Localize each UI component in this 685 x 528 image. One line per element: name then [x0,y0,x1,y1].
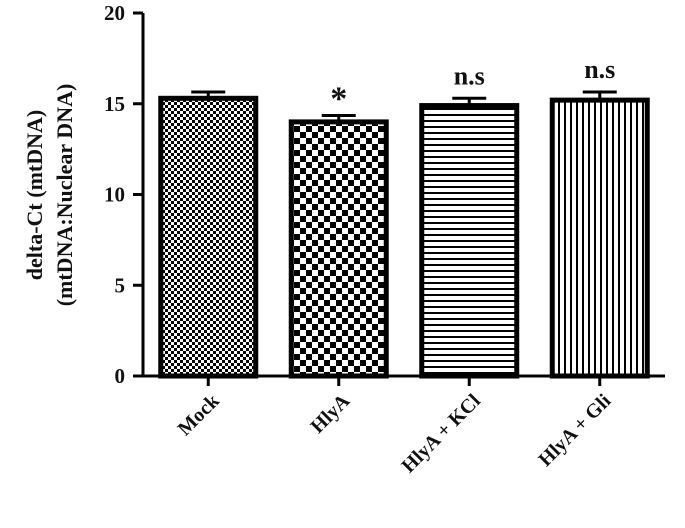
y-axis-title-line1: delta-Ct (mtDNA) [22,110,47,280]
bar-hlya-kcl [419,103,520,379]
y-axis-title-line2: (mtDNA:Nuclear DNA) [52,84,77,307]
x-tick-label: HlyA [307,390,355,438]
y-axis-title: delta-Ct (mtDNA) (mtDNA:Nuclear DNA) [22,84,77,307]
y-tick-label: 15 [104,92,125,116]
y-ticks-group: 0 5 10 15 20 [104,1,143,388]
bars-group [158,95,650,379]
x-tick-label: HlyA + KCl [398,390,486,478]
y-tick-label: 0 [115,364,126,388]
bar-hlya-gli [549,97,650,379]
y-tick-label: 20 [104,1,125,25]
error-bars-group [191,90,617,122]
significance-star: * [330,81,347,118]
y-tick-label: 5 [115,273,126,297]
annotations-group: * n.s n.s [330,55,615,118]
bar-mock [158,95,259,379]
y-tick-label: 10 [104,183,125,207]
significance-ns: n.s [584,55,615,84]
significance-ns: n.s [454,61,485,90]
x-tick-label: Mock [174,389,225,440]
bar-hlya [288,119,389,379]
x-tick-label: HlyA + Gli [534,390,615,471]
x-ticks-group: Mock HlyA HlyA + KCl HlyA + Gli [174,376,616,477]
